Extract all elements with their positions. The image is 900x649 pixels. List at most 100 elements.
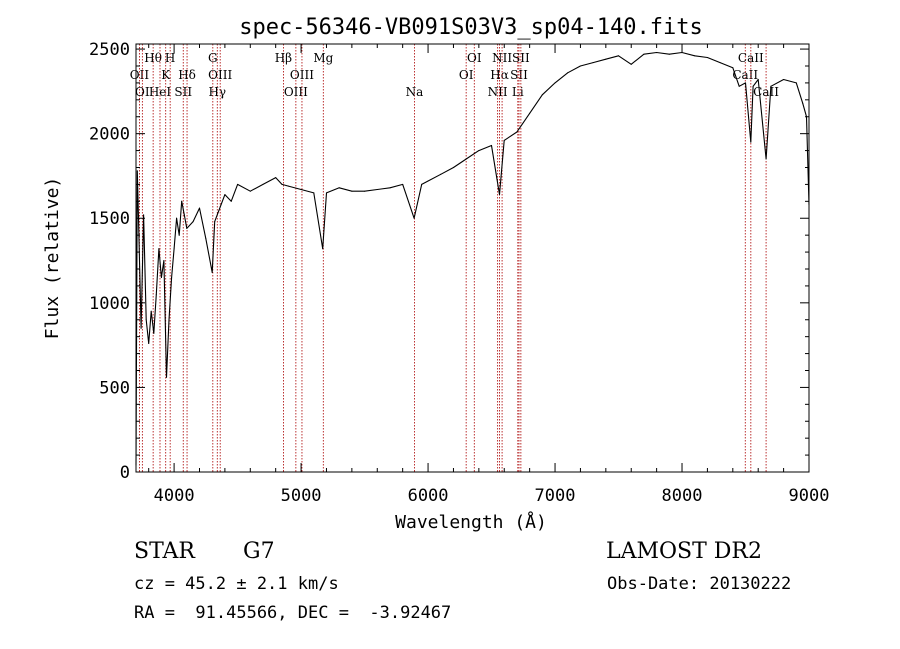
spectrum-data-point <box>630 63 632 65</box>
spectral-line-label: OIII <box>208 68 232 82</box>
spectrum-data-point <box>503 139 505 141</box>
spectral-line-label: NII <box>492 51 512 65</box>
spectrum-data-point <box>275 177 277 179</box>
coordinates: RA = 91.45566, DEC = -3.92467 <box>134 603 452 623</box>
spectrum-data-point <box>376 189 378 190</box>
spectrum-data-point <box>706 57 708 58</box>
x-axis-label: Wavelength (Å) <box>395 511 547 533</box>
spectrum-data-point <box>752 85 754 87</box>
chart-title: spec-56346-VB091S03V3_sp04-140.fits <box>239 15 703 40</box>
spectrum-data-point <box>732 67 734 69</box>
spectrum-data-point <box>364 190 366 192</box>
plot-frame <box>135 43 810 473</box>
x-tick-label: 8000 <box>662 486 703 506</box>
spectrum-data-point <box>465 158 467 160</box>
spectral-line-label: Hδ <box>178 68 196 82</box>
spectrum-data-point <box>262 183 264 185</box>
spectrum-data-point <box>287 185 289 187</box>
subclass: G7 <box>243 539 275 564</box>
y-tick-label: 500 <box>99 378 130 398</box>
spectrum-data-point <box>218 211 219 212</box>
spectrum-data-point <box>499 194 500 196</box>
y-axis-label: Flux (relative) <box>42 177 63 340</box>
spectrum-data-point <box>249 190 251 192</box>
x-tick-label: 4000 <box>154 486 195 506</box>
spectrum-data-point <box>313 192 315 194</box>
spectrum-data-point <box>389 187 391 189</box>
spectrum-data-point <box>795 82 797 84</box>
spectrum-data-point <box>618 55 619 57</box>
spectrum-data-point <box>153 332 155 334</box>
spectrum-series-line <box>135 51 810 466</box>
spectral-line-label: Li <box>512 85 524 99</box>
spectrum-data-point <box>516 131 518 133</box>
spectrum-data-point <box>199 207 200 209</box>
spectrum-data-point <box>186 227 188 229</box>
y-tick-label: 1500 <box>89 209 130 229</box>
spectrum-data-point <box>643 53 645 55</box>
spectrum-data-point <box>326 192 327 194</box>
spectrum-data-point <box>351 190 353 192</box>
spectral-line-label: OIII <box>290 68 314 82</box>
spectrum-data-point <box>148 342 150 344</box>
spectral-line-label: G <box>208 51 218 65</box>
spectrum-data-point <box>171 277 173 278</box>
spectrum-data-point <box>178 234 180 236</box>
spectrum-data-point <box>757 79 759 80</box>
spectral-line-label: HeI <box>149 85 172 99</box>
survey-name: LAMOST DR2 <box>606 539 762 564</box>
spectrum-data-point <box>402 183 404 185</box>
spectrum-data-point <box>166 376 167 378</box>
spectral-line-label: Hβ <box>275 51 292 65</box>
spectrum-data-point <box>322 248 324 250</box>
spectral-line-label: SII <box>512 51 530 65</box>
spectrum-data-point <box>176 217 178 219</box>
spectral-line-label: SII <box>510 68 528 82</box>
y-tick-label: 2000 <box>89 125 130 145</box>
spectrum-data-point <box>440 173 442 175</box>
redshift-value: cz = 45.2 ± 2.1 km/s <box>134 574 339 594</box>
spectral-line-label: Hα <box>490 68 509 82</box>
spectral-line-label: OII <box>130 68 150 82</box>
spectrum-data-point <box>230 200 232 202</box>
spectral-line-label: CaII <box>753 85 779 99</box>
spectrum-data-point <box>143 214 145 216</box>
spectrum-data-point <box>158 248 160 250</box>
spectrum-data-point <box>541 94 543 96</box>
spectral-line-label: OI <box>135 85 150 99</box>
spectrum-data-point <box>237 183 239 185</box>
spectrum-data-point <box>136 170 138 172</box>
spectral-line-label: SII <box>174 85 192 99</box>
spectral-line-label: NII <box>488 85 508 99</box>
y-tick-label: 2500 <box>89 40 130 60</box>
x-tick-label: 7000 <box>535 486 576 506</box>
spectral-line-markers: OII OI Hθ HeI KH SII Hδ G Hγ OIII Hβ OIII OIII Mg Na OI… <box>130 44 779 472</box>
spectrum-data-point <box>491 145 492 146</box>
spectrum-data-point <box>192 221 194 223</box>
spectrum-data-point <box>155 293 157 295</box>
spectrum-data-point <box>163 260 165 261</box>
obs-date: Obs-Date: 20130222 <box>607 574 792 594</box>
object-class: STAR <box>134 539 195 564</box>
spectrum-data-point <box>413 217 415 219</box>
spectrum-data-point <box>783 79 785 80</box>
spectrum-data-point <box>427 180 429 182</box>
spectrum-data-point <box>554 82 556 84</box>
spectrum-data-point <box>745 82 746 84</box>
spectral-line-label: K <box>161 68 171 82</box>
spectral-line-label: H <box>165 51 175 65</box>
spectral-line-label: OI <box>459 68 474 82</box>
spectrum-data-point <box>140 327 142 329</box>
spectrum-data-point <box>181 200 183 202</box>
spectrum-data-point <box>668 53 670 55</box>
spectrum-data-point <box>579 65 581 67</box>
spectrum-data-point <box>765 158 767 160</box>
y-tick-label: 1000 <box>89 294 130 314</box>
spectral-line-label: Hγ <box>208 85 226 99</box>
spectrum-data-point <box>211 271 213 273</box>
spectrum-data-point <box>694 55 696 57</box>
spectrum-data-point <box>567 72 569 74</box>
x-tick-label: 5000 <box>281 486 322 506</box>
spectrum-data-point <box>183 214 185 216</box>
spectral-line-label: CaII <box>738 51 764 65</box>
